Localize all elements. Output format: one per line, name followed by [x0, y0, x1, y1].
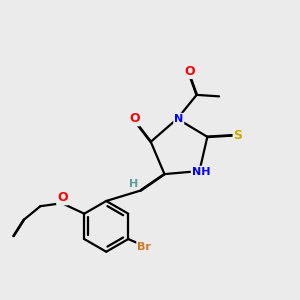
- Text: N: N: [174, 114, 183, 124]
- Text: Br: Br: [137, 242, 151, 252]
- Text: NH: NH: [192, 167, 210, 177]
- Text: H: H: [129, 179, 139, 189]
- Text: O: O: [184, 65, 194, 78]
- Text: O: O: [57, 191, 68, 204]
- Text: S: S: [234, 129, 243, 142]
- Text: O: O: [129, 112, 140, 125]
